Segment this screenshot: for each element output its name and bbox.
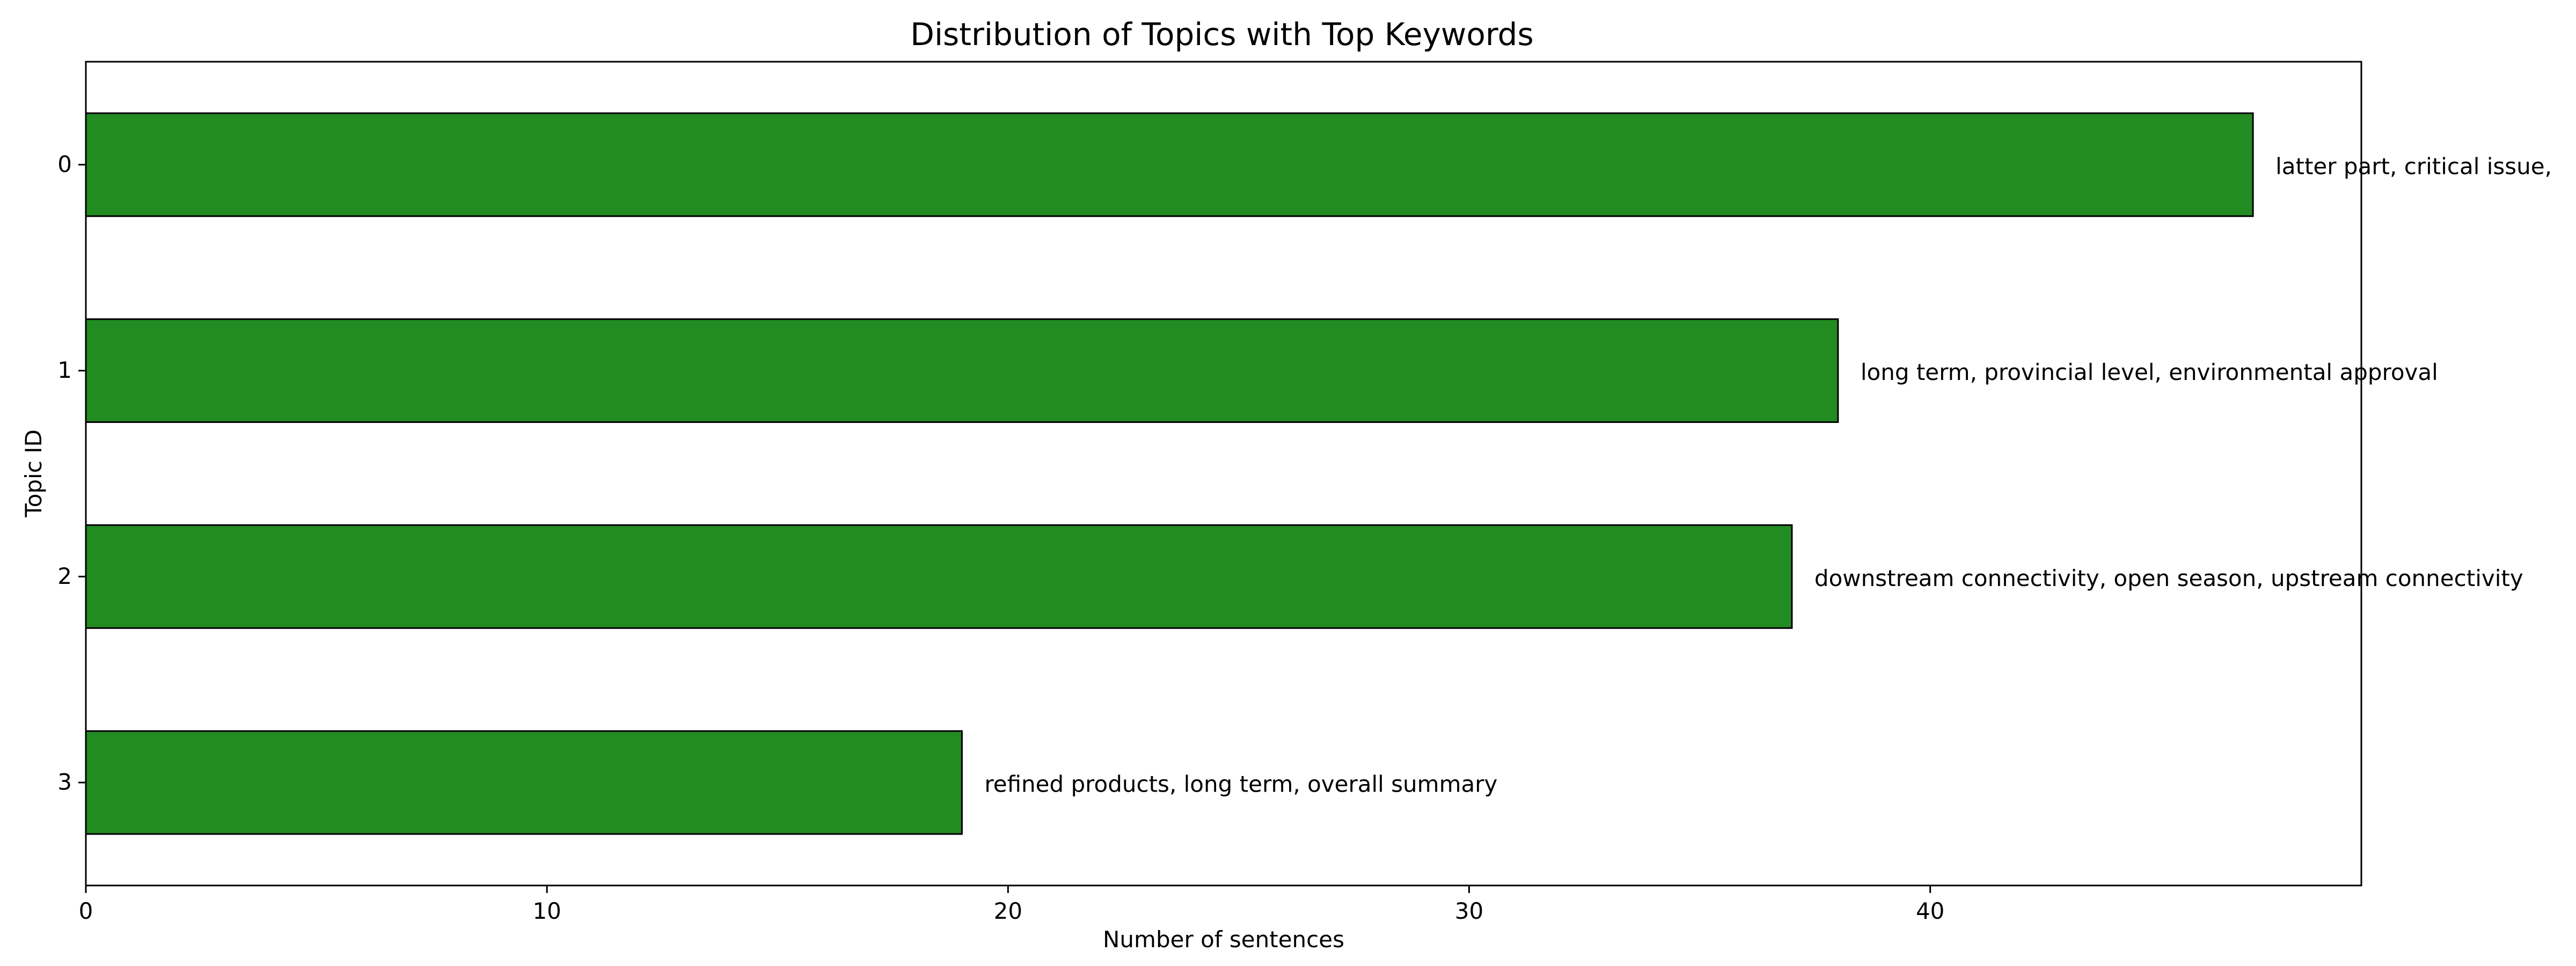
bar-topic-0	[85, 112, 2254, 217]
bar-topic-3	[85, 730, 963, 835]
bar-label-topic-2: downstream connectivity, open season, up…	[1814, 565, 2523, 591]
y-axis-ticks: 0 1 2 3	[57, 151, 86, 795]
bar-topic-1	[85, 318, 1839, 423]
bar-label-topic-0: latter part, critical issue,	[2275, 153, 2552, 179]
bar-labels-group: latter part, critical issue, long term, p…	[984, 153, 2552, 797]
bar-label-topic-3: refined products, long term, overall sum…	[984, 771, 1497, 797]
x-tick-label: 10	[532, 898, 561, 924]
x-axis-label: Number of sentences	[1103, 926, 1344, 953]
chart-title: Distribution of Topics with Top Keywords	[910, 16, 1533, 53]
y-tick-label: 2	[57, 563, 72, 589]
plot-frame	[85, 61, 2362, 887]
bar-label-topic-1: long term, provincial level, environment…	[1861, 359, 2438, 385]
bar-topic-2	[85, 524, 1793, 629]
y-tick-label: 3	[57, 769, 72, 795]
x-tick-label: 30	[1455, 898, 1483, 924]
y-tick-label: 1	[57, 357, 72, 383]
x-tick-label: 20	[994, 898, 1022, 924]
x-tick-label: 0	[79, 898, 93, 924]
x-tick-label: 40	[1916, 898, 1944, 924]
x-axis-ticks: 0 10 20 30 40	[79, 885, 1944, 924]
y-tick-label: 0	[57, 151, 72, 177]
bars-group	[85, 112, 2254, 835]
y-axis-label: Topic ID	[20, 429, 47, 518]
